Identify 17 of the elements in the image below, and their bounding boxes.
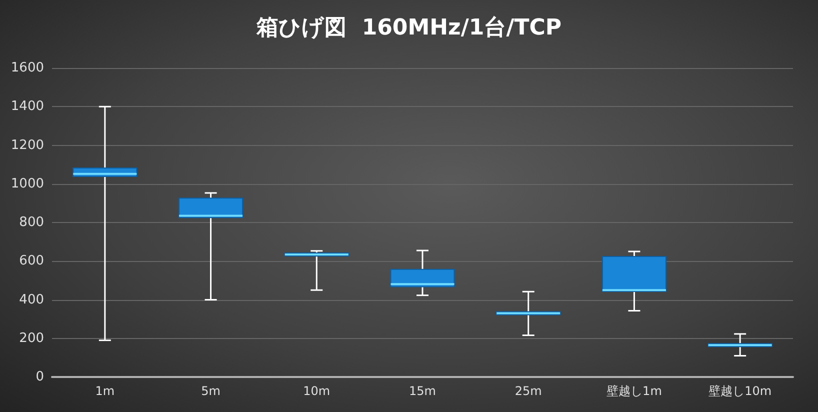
y-tick-label: 1600 <box>10 60 44 76</box>
x-tick-label: 1m <box>95 384 115 398</box>
x-tick-label: 25m <box>514 384 542 398</box>
y-tick-label: 1000 <box>10 176 44 192</box>
x-tick-label: 壁越し1m <box>606 384 662 398</box>
y-tick-label: 800 <box>19 215 44 230</box>
x-tick-label: 5m <box>201 384 220 398</box>
y-tick-label: 200 <box>19 330 44 346</box>
y-tick-label: 1400 <box>10 99 44 114</box>
y-tick-label: 1200 <box>10 138 44 153</box>
x-tick-label: 15m <box>409 384 436 398</box>
y-tick-label: 400 <box>19 292 44 308</box>
x-tick-label: 10m <box>303 384 330 398</box>
y-tick-label: 600 <box>19 254 44 269</box>
chart-title: 箱ひげ図 160MHz/1台/TCP <box>255 16 562 40</box>
y-tick-label: 0 <box>36 370 44 384</box>
x-tick-label: 壁越し10m <box>708 384 772 398</box>
